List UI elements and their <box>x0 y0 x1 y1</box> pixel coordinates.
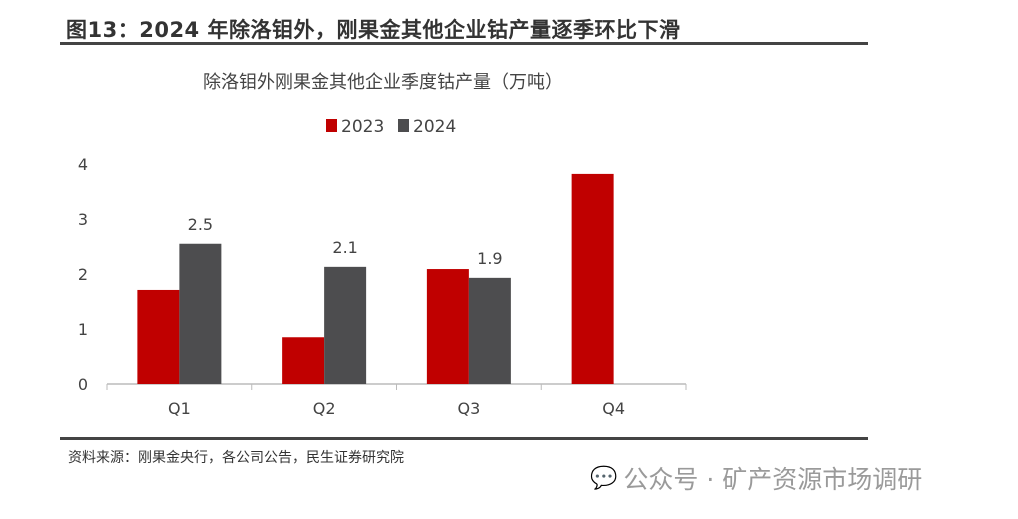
bar-2023-Q1 <box>137 289 180 384</box>
bar-2023-Q4 <box>571 173 614 384</box>
bar-2024-Q1 <box>179 243 222 384</box>
x-tick-label: Q1 <box>168 399 191 418</box>
footer-rule <box>60 437 868 440</box>
y-tick-label: 1 <box>78 320 88 339</box>
watermark: 💬 公众号 · 矿产资源市场调研 <box>590 460 922 496</box>
y-tick-label: 3 <box>78 210 88 229</box>
wechat-icon: 💬 <box>590 465 618 491</box>
watermark-text: 公众号 · 矿产资源市场调研 <box>623 465 923 494</box>
x-tick-label: Q3 <box>457 399 480 418</box>
legend-label-2023: 2023 <box>341 117 384 137</box>
y-tick-label: 2 <box>78 265 88 284</box>
source-note: 资料来源：刚果金央行，各公司公告，民生证券研究院 <box>68 450 404 466</box>
bar-2024-Q2 <box>324 266 367 384</box>
figure-title: 图13：2024 年除洛钼外，刚果金其他企业钴产量逐季环比下滑 <box>66 18 681 42</box>
x-tick-label: Q4 <box>602 399 625 418</box>
legend-swatch-2023 <box>326 119 337 132</box>
data-label: 1.9 <box>477 249 502 268</box>
data-label: 2.5 <box>188 215 213 234</box>
y-tick-label: 0 <box>78 375 88 394</box>
bar-2023-Q3 <box>426 269 469 384</box>
x-tick-label: Q2 <box>313 399 336 418</box>
legend-swatch-2024 <box>398 119 409 132</box>
y-tick-label: 4 <box>78 155 88 174</box>
title-rule <box>60 42 868 45</box>
bar-2023-Q2 <box>282 337 325 384</box>
legend-label-2024: 2024 <box>413 117 456 137</box>
chart-title: 除洛钼外刚果金其他企业季度钴产量（万吨） <box>203 72 563 93</box>
bar-2024-Q3 <box>468 277 511 384</box>
data-label: 2.1 <box>332 238 357 257</box>
